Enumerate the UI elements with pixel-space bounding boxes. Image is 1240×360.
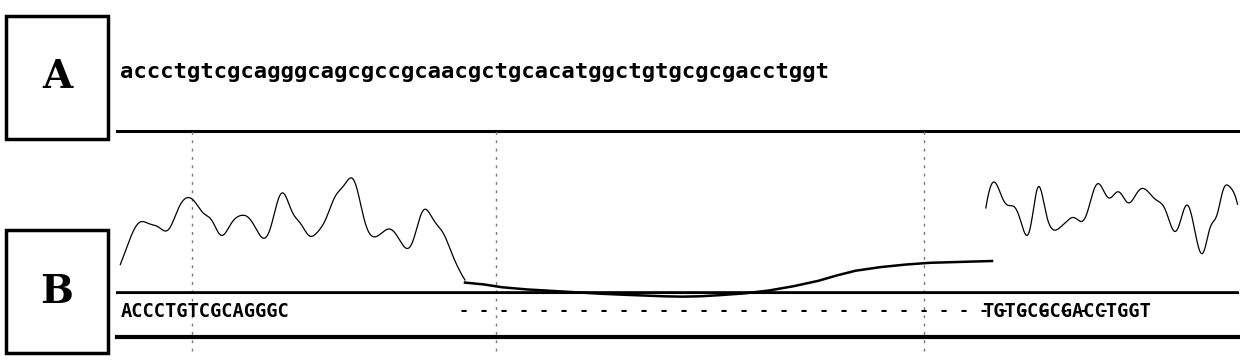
Text: accctgtcgcagggcagcgccgcaacgctgcacatggctgtgcgcgacctggt: accctgtcgcagggcagcgccgcaacgctgcacatggctg… [120, 62, 830, 82]
Text: TGTGCGCGACCTGGT: TGTGCGCGACCTGGT [982, 302, 1151, 321]
Text: B: B [41, 273, 73, 311]
FancyBboxPatch shape [6, 16, 108, 139]
Text: - - - - - - - - - - - - - - - - - - - - - - - - - - - - - - - - -: - - - - - - - - - - - - - - - - - - - - … [459, 302, 1118, 320]
Text: ACCCTGTCGCAGGGC: ACCCTGTCGCAGGGC [120, 302, 289, 321]
FancyBboxPatch shape [6, 230, 108, 353]
Text: A: A [42, 58, 72, 96]
